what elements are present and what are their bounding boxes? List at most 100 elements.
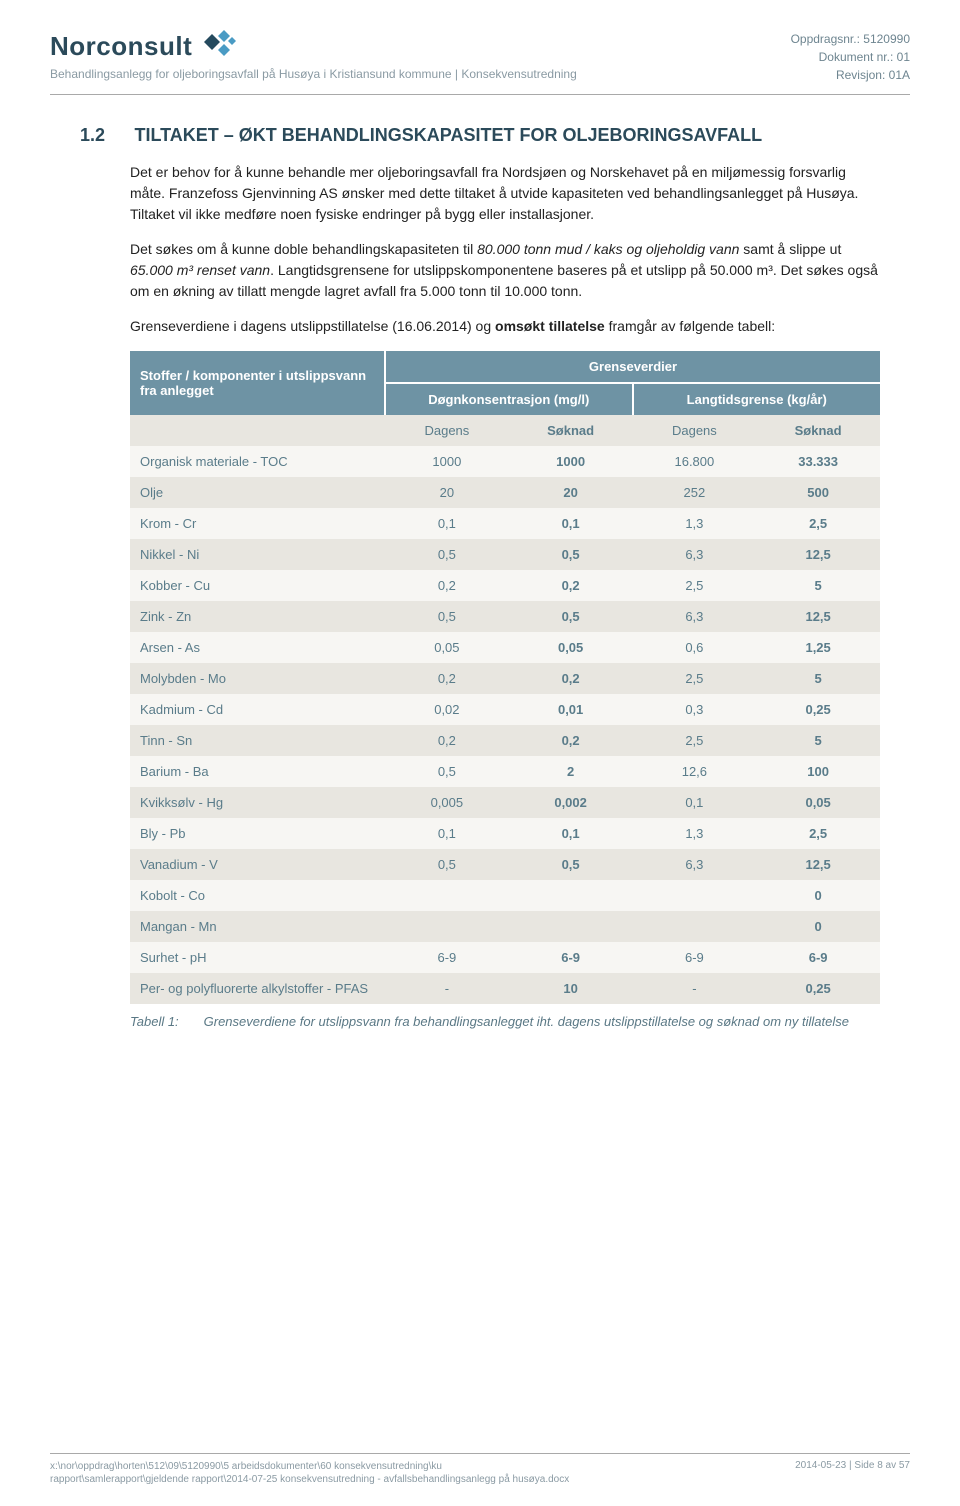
row-value: 12,6 [633,756,757,787]
row-value: 2,5 [633,663,757,694]
row-value: 0,2 [385,725,509,756]
row-value: 0 [756,880,880,911]
table-caption: Tabell 1: Grenseverdiene for utslippsvan… [130,1014,880,1029]
p2-italic-2: 65.000 m³ renset vann [130,262,270,278]
row-value: 6-9 [385,942,509,973]
p3-text-a: Grenseverdiene i dagens utslippstillatel… [130,318,495,334]
col-dagens-2: Dagens [633,415,757,446]
oppdrag-nr: Oppdragsnr.: 5120990 [791,30,910,48]
row-value: 0,2 [509,570,633,601]
row-label: Olje [130,477,385,508]
row-value: 0,3 [633,694,757,725]
row-value: 0,05 [756,787,880,818]
row-value: 252 [633,477,757,508]
content: 1.2 TILTAKET – ØKT BEHANDLINGSKAPASITET … [50,125,910,1029]
table-row: Kvikksølv - Hg0,0050,0020,10,05 [130,787,880,818]
row-label: Kobolt - Co [130,880,385,911]
row-value: 0,005 [385,787,509,818]
row-value: - [633,973,757,1004]
row-value: 0,5 [509,601,633,632]
row-label: Per- og polyfluorerte alkylstoffer - PFA… [130,973,385,1004]
row-value [633,880,757,911]
table-row: Surhet - pH6-96-96-96-9 [130,942,880,973]
caption-label: Tabell 1: [130,1014,200,1029]
row-value [385,911,509,942]
row-value [633,911,757,942]
row-label: Kvikksølv - Hg [130,787,385,818]
row-value: 0,1 [385,818,509,849]
row-value: 2,5 [633,570,757,601]
row-value: 0,25 [756,973,880,1004]
revisjon: Revisjon: 01A [791,66,910,84]
section-heading: 1.2 TILTAKET – ØKT BEHANDLINGSKAPASITET … [80,125,880,162]
row-value: 6,3 [633,849,757,880]
row-value: 2 [509,756,633,787]
row-value: 0,1 [633,787,757,818]
row-label: Kobber - Cu [130,570,385,601]
table-row: Tinn - Sn0,20,22,55 [130,725,880,756]
footer-left: x:\nor\oppdrag\horten\512\09\5120990\5 a… [50,1460,569,1486]
table-row: Molybden - Mo0,20,22,55 [130,663,880,694]
row-label: Arsen - As [130,632,385,663]
table-row: Krom - Cr0,10,11,32,5 [130,508,880,539]
p2-text-a: Det søkes om å kunne doble behandlingska… [130,241,477,257]
p2-text-b: samt å slippe ut [739,241,841,257]
row-value: 0,002 [509,787,633,818]
row-value: 0,05 [509,632,633,663]
table-row: Arsen - As0,050,050,61,25 [130,632,880,663]
row-value: 0,5 [509,849,633,880]
row-label: Tinn - Sn [130,725,385,756]
grenseverdier-table: Stoffer / komponenter i utslippsvann fra… [130,351,880,1004]
row-value: 100 [756,756,880,787]
row-value: 12,5 [756,539,880,570]
row-value: 2,5 [633,725,757,756]
row-value: 0,05 [385,632,509,663]
row-label: Molybden - Mo [130,663,385,694]
paragraph-1: Det er behov for å kunne behandle mer ol… [130,162,880,225]
row-value: 6,3 [633,601,757,632]
row-value: 0,1 [509,818,633,849]
row-value: 5 [756,725,880,756]
row-value: 2,5 [756,818,880,849]
header-subtitle: Behandlingsanlegg for oljeboringsavfall … [50,67,577,81]
row-value: 16.800 [633,446,757,477]
th-dogn: Døgnkonsentrasjon (mg/l) [385,383,633,415]
table-row: Kobber - Cu0,20,22,55 [130,570,880,601]
logo-icon [200,30,236,63]
section-number: 1.2 [80,125,130,146]
row-value: 0,25 [756,694,880,725]
row-value: 6-9 [509,942,633,973]
row-value: 0,2 [509,725,633,756]
row-value: 0,6 [633,632,757,663]
footer-right: 2014-05-23 | Side 8 av 57 [795,1460,910,1486]
logo-text: Norconsult [50,31,192,62]
row-label: Vanadium - V [130,849,385,880]
row-value: 10 [509,973,633,1004]
th-langtid: Langtidsgrense (kg/år) [633,383,881,415]
row-label: Surhet - pH [130,942,385,973]
row-value: 20 [509,477,633,508]
p3-bold: omsøkt tillatelse [495,318,605,334]
th-stoffer: Stoffer / komponenter i utslippsvann fra… [130,351,385,415]
row-value: 0,1 [509,508,633,539]
row-label: Nikkel - Ni [130,539,385,570]
table-row: Olje2020252500 [130,477,880,508]
table-row: Organisk materiale - TOC1000100016.80033… [130,446,880,477]
logo: Norconsult [50,30,577,63]
row-value: 0 [756,911,880,942]
row-value: 33.333 [756,446,880,477]
row-value: 5 [756,663,880,694]
row-value: 0,2 [509,663,633,694]
row-value: 0,2 [385,570,509,601]
header-left: Norconsult Behandlingsanlegg for oljebor… [50,30,577,81]
row-value: 0,5 [385,539,509,570]
row-label: Krom - Cr [130,508,385,539]
row-label: Kadmium - Cd [130,694,385,725]
row-value: 0,2 [385,663,509,694]
row-label: Barium - Ba [130,756,385,787]
footer-path-2: rapport\samlerapport\gjeldende rapport\2… [50,1473,569,1486]
footer-path-1: x:\nor\oppdrag\horten\512\09\5120990\5 a… [50,1460,569,1473]
page-footer: x:\nor\oppdrag\horten\512\09\5120990\5 a… [50,1453,910,1486]
row-value: 1,3 [633,818,757,849]
caption-text: Grenseverdiene for utslippsvann fra beha… [204,1014,849,1029]
